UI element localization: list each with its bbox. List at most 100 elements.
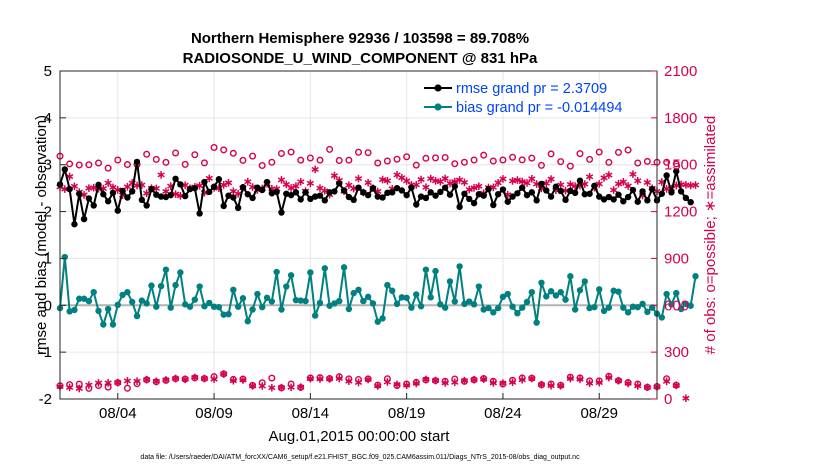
obs_possible-point	[374, 159, 382, 167]
obs_assimilated-star-stroke	[104, 180, 112, 186]
rmse-point	[408, 184, 415, 191]
y-tick-right-label: 1800	[664, 110, 697, 127]
obs_assimilated_low-star-stroke	[528, 375, 536, 382]
bias-point	[90, 288, 97, 296]
rmse-point	[403, 191, 410, 199]
obs_assimilated-star-stroke	[605, 172, 613, 178]
obs_assimilated_low-star-stroke	[605, 375, 613, 381]
rmse-point	[345, 193, 353, 201]
rmse-point	[557, 187, 564, 195]
rmse-point	[201, 178, 208, 186]
obs_possible-point	[355, 148, 363, 156]
obs_assimilated-star-stroke	[614, 181, 623, 187]
bias-point	[186, 303, 194, 310]
obs_assimilated-star-stroke	[287, 185, 295, 191]
rmse-point	[157, 193, 165, 200]
obs_assimilated-star-stroke	[465, 186, 473, 193]
rmse-point	[451, 183, 458, 190]
y-tick-left-label: -2	[39, 391, 52, 408]
rmse-point	[663, 172, 670, 179]
obs_assimilated-star-stroke	[234, 191, 242, 197]
rmse-point	[259, 186, 266, 194]
obs_assimilated-star-stroke	[80, 192, 88, 198]
rmse-point	[76, 190, 83, 197]
bias-point	[336, 297, 343, 305]
bias-point	[162, 266, 170, 273]
bias-point	[129, 298, 136, 306]
obs_assimilated-point	[691, 181, 700, 189]
bias-point	[624, 309, 632, 316]
rmse-point	[605, 193, 613, 201]
bias-point	[196, 283, 203, 290]
bias-point	[413, 291, 420, 298]
y-tick-left-label: 3	[44, 157, 52, 174]
obs_assimilated-point	[123, 182, 132, 191]
obs_possible-point	[557, 158, 565, 166]
obs_assimilated-star-stroke	[441, 175, 449, 182]
obs_possible-point	[547, 150, 555, 158]
bias-point	[263, 294, 271, 301]
obs_assimilated_low-star-stroke	[393, 381, 401, 388]
rmse-point	[297, 196, 304, 203]
bias-point	[138, 297, 146, 304]
rmse-point	[177, 181, 184, 188]
obs_assimilated_low-star-stroke	[268, 385, 276, 391]
bias-point	[581, 278, 588, 285]
y-tick-right-label: 300	[664, 344, 689, 361]
rmse-point	[263, 178, 271, 186]
rmse-point	[432, 192, 439, 199]
obs_assimilated_low-star-stroke	[335, 375, 343, 382]
rmse-point	[172, 175, 179, 182]
y-axis-right-label: # of obs: o=possible; ∗=assimilated	[702, 116, 719, 355]
bias-point	[345, 305, 353, 313]
bias-point	[470, 301, 478, 308]
obs_possible-point	[393, 155, 401, 163]
obs_possible-point	[422, 154, 430, 162]
obs_assimilated_low-star-stroke	[191, 374, 199, 380]
obs_assimilated_low-point	[162, 376, 170, 384]
rmse-point	[239, 184, 247, 191]
obs_assimilated-point	[287, 184, 295, 192]
y-tick-right-label: 600	[664, 297, 689, 314]
rmse-point	[596, 193, 603, 200]
rmse-point	[427, 189, 434, 196]
rmse-point	[340, 187, 348, 194]
rmse-point	[191, 184, 199, 192]
bias-point	[114, 301, 121, 309]
obs_assimilated_low-point	[585, 379, 594, 388]
bias-point	[673, 289, 680, 297]
bias-point	[210, 303, 218, 310]
obs_assimilated_low-point	[364, 375, 372, 384]
rmse-point	[576, 177, 584, 184]
rmse-point	[610, 196, 617, 203]
obs_assimilated-point	[205, 174, 213, 183]
bias-point	[61, 253, 69, 261]
rmse-point	[100, 191, 107, 198]
bias-point	[485, 304, 492, 312]
legend-rmse-label: rmse grand pr = 2.3709	[456, 81, 607, 97]
obs_assimilated_low-point	[557, 381, 565, 390]
obs_possible-point	[595, 148, 603, 156]
obs_assimilated_low-star-stroke	[537, 382, 546, 388]
obs_assimilated_low-point	[460, 376, 469, 385]
bias-point	[682, 300, 690, 308]
bias-point	[456, 263, 463, 270]
obs_assimilated-star-stroke	[402, 178, 411, 184]
bias-point	[494, 304, 502, 312]
obs_assimilated-star-stroke	[494, 180, 502, 186]
obs_possible-point	[537, 161, 545, 169]
obs_assimilated_low-point	[258, 382, 266, 390]
obs_assimilated_low-star-stroke	[557, 383, 565, 389]
obs_assimilated-star-stroke	[523, 180, 531, 186]
bias-point	[85, 297, 93, 305]
obs_assimilated_low-point	[152, 377, 160, 386]
rmse-point	[446, 191, 454, 198]
bias-point	[124, 288, 131, 296]
obs_assimilated_low-point	[672, 381, 680, 390]
rmse-point	[586, 190, 593, 197]
obs_assimilated-star-stroke	[378, 177, 387, 183]
y-tick-right-label: 1200	[664, 204, 697, 221]
rmse-point	[287, 191, 295, 199]
obs_assimilated_low-point	[229, 376, 237, 385]
